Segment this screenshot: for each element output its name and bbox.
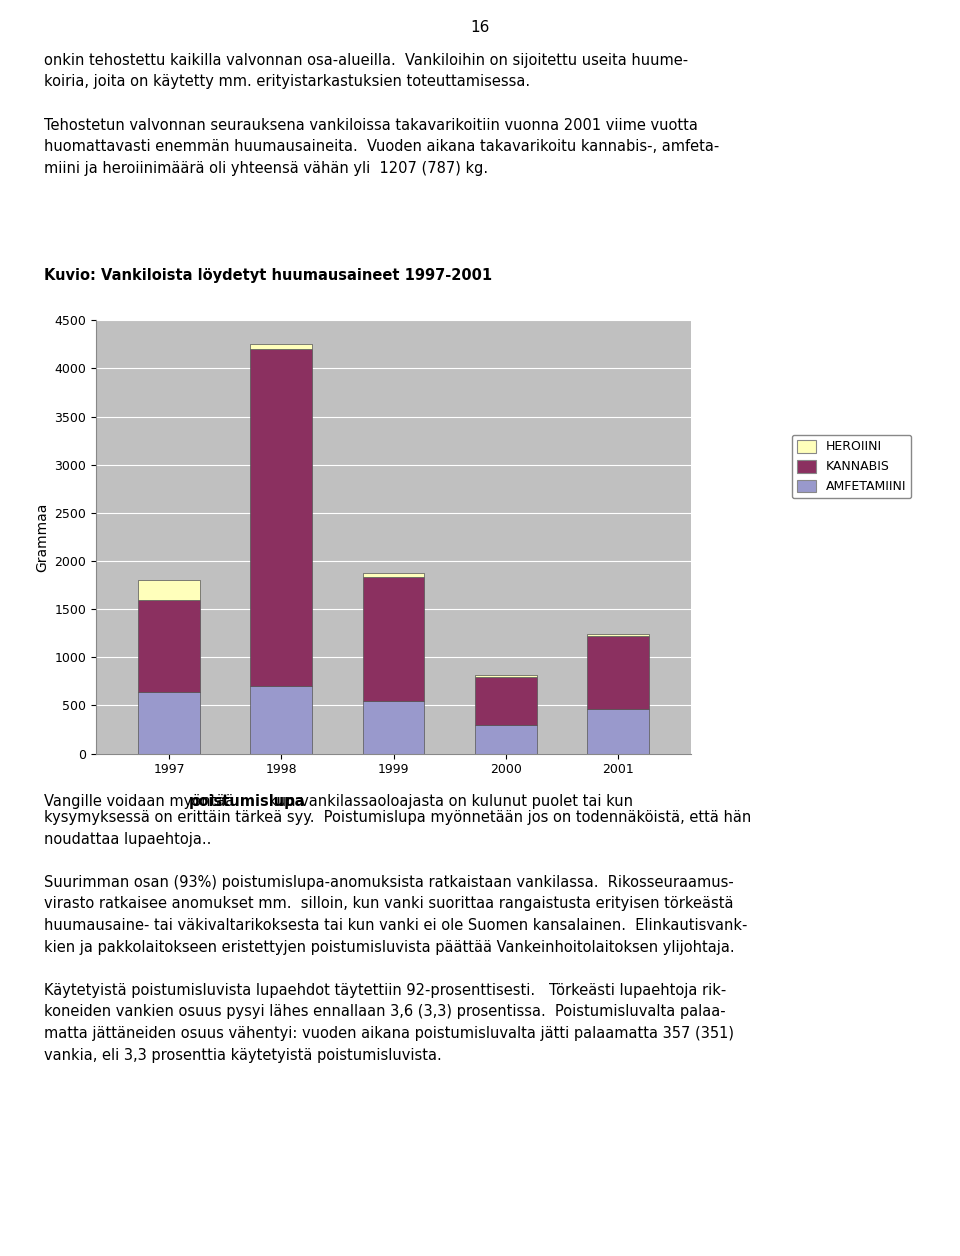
Bar	[475, 677, 537, 725]
Text: poistumislupa: poistumislupa	[188, 794, 305, 809]
Text: 16: 16	[470, 20, 490, 35]
Bar	[138, 599, 200, 692]
Y-axis label: Grammaa: Grammaa	[35, 502, 49, 571]
Legend: HEROIINI, KANNABIS, AMFETAMIINI: HEROIINI, KANNABIS, AMFETAMIINI	[792, 435, 911, 499]
Bar	[363, 578, 424, 701]
Bar	[251, 344, 312, 349]
Text: Kuvio: Vankiloista löydetyt huumausaineet 1997-2001: Kuvio: Vankiloista löydetyt huumausainee…	[44, 268, 492, 283]
Text: Vangille voidaan myöntää: Vangille voidaan myöntää	[44, 794, 239, 809]
Text: kun vankilassaoloajasta on kulunut puolet tai kun: kun vankilassaoloajasta on kulunut puole…	[264, 794, 633, 809]
Text: kysymyksessä on erittäin tärkeä syy.  Poistumislupa myönnetään jos on todennäköi: kysymyksessä on erittäin tärkeä syy. Poi…	[44, 810, 752, 1063]
Text: onkin tehostettu kaikilla valvonnan osa-alueilla.  Vankiloihin on sijoitettu use: onkin tehostettu kaikilla valvonnan osa-…	[44, 53, 719, 176]
Bar	[475, 725, 537, 754]
Bar	[363, 573, 424, 578]
Bar	[363, 701, 424, 754]
Bar	[251, 686, 312, 754]
Bar	[138, 580, 200, 599]
Bar	[588, 634, 649, 636]
Bar	[138, 692, 200, 754]
Bar	[251, 349, 312, 686]
Bar	[475, 674, 537, 677]
Bar	[588, 636, 649, 710]
Bar	[588, 710, 649, 754]
